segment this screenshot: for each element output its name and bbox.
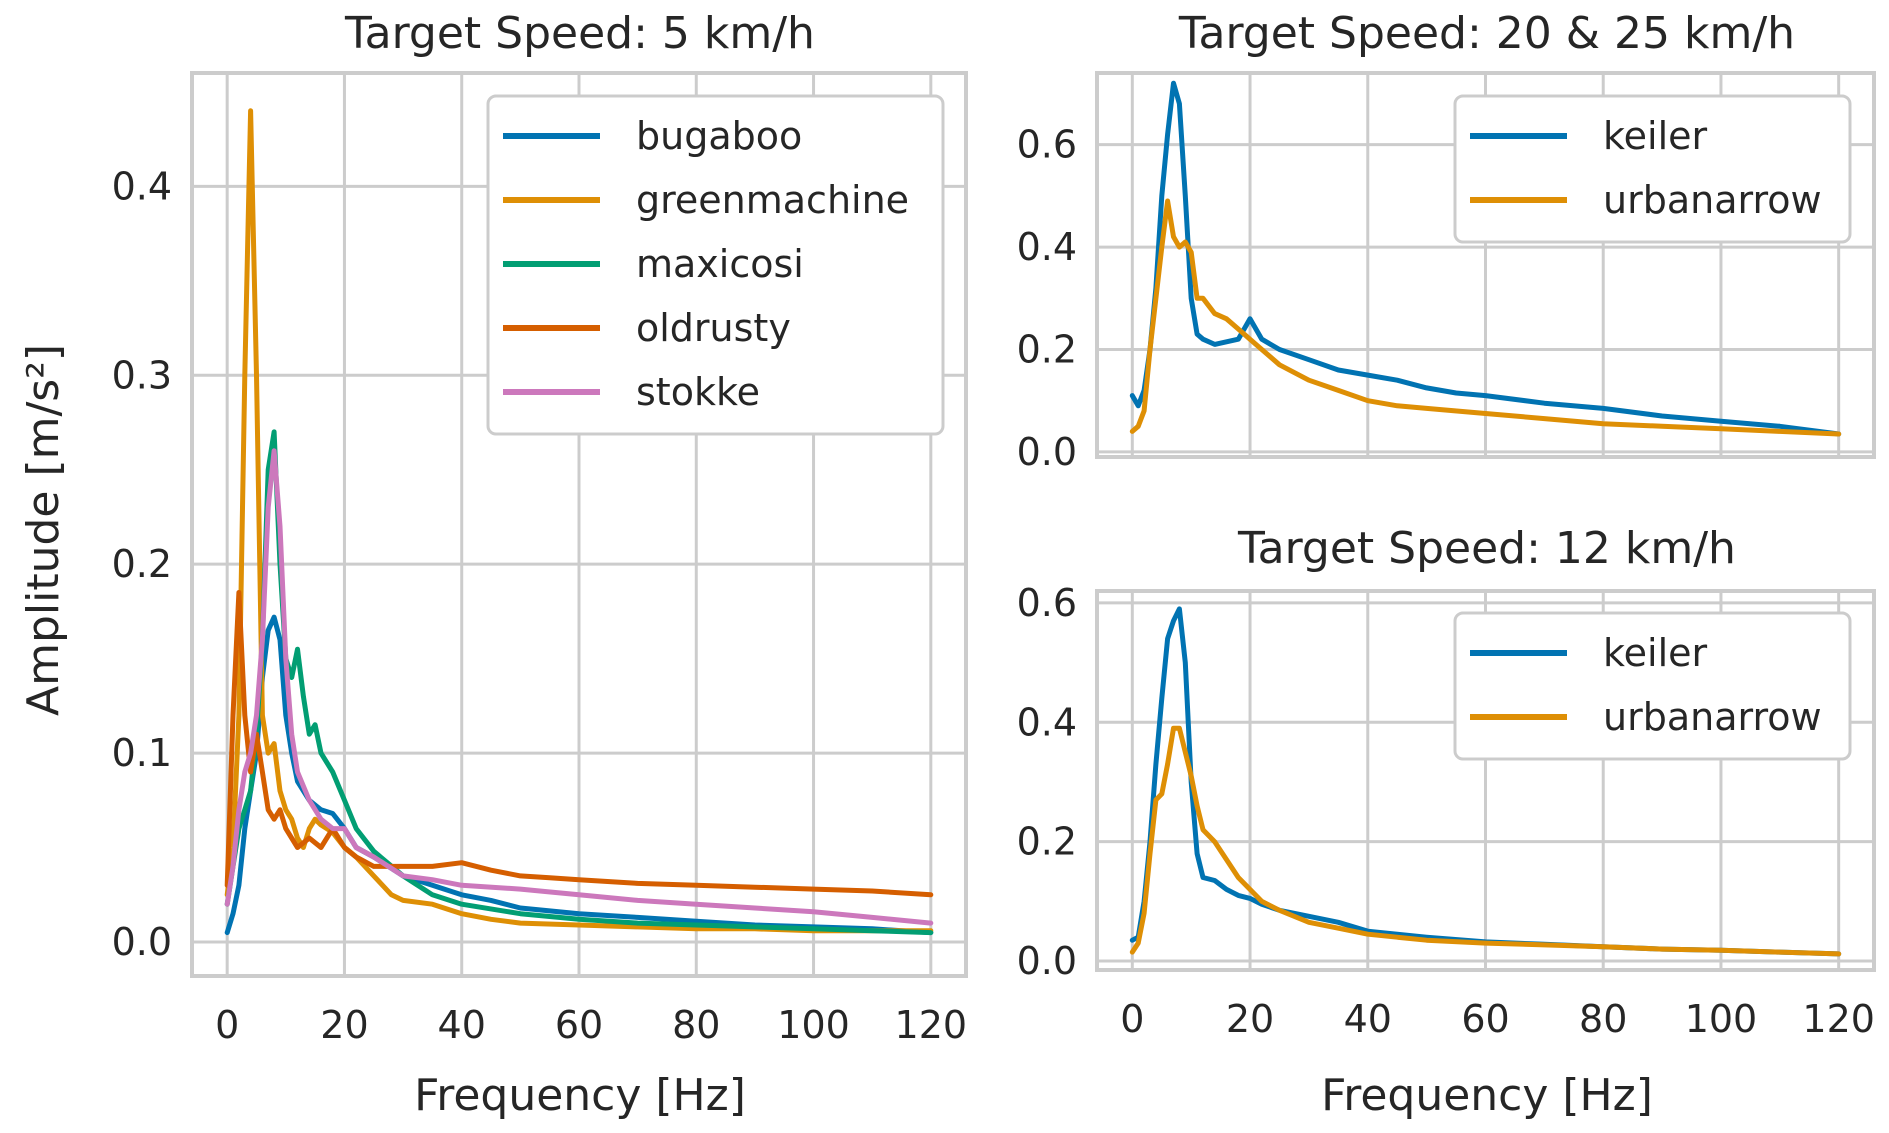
x-tick-label: 80 [672,1003,720,1047]
x-tick-label: 120 [1802,997,1875,1041]
panel-speed-5: Target Speed: 5 km/h Amplitude [m/s²] Fr… [18,8,968,1121]
x-axis-label: Frequency [Hz] [414,1070,746,1121]
plot-frame [1095,71,1876,459]
y-tick-label: 0.3 [112,353,172,397]
x-tick-label: 120 [895,1003,968,1047]
legend-label: urbanarrow [1603,695,1822,739]
y-tick-label: 0.0 [1017,430,1077,474]
y-tick-label: 0.4 [1017,225,1077,269]
y-tick-label: 0.0 [1017,939,1077,983]
panel-title: Target Speed: 12 km/h [1237,523,1736,574]
legend-label: maxicosi [636,242,804,286]
legend-box [1453,94,1852,244]
x-tick-label: 0 [215,1003,239,1047]
x-tick-label: 80 [1579,997,1627,1041]
y-tick-label: 0.4 [1017,700,1077,744]
legend-box [486,94,945,436]
x-tick-label: 60 [555,1003,603,1047]
series-line-oldrusty [224,590,934,898]
series-line-keiler [1129,80,1842,437]
series-line-stokke [224,448,934,926]
legend-label: urbanarrow [1603,178,1822,222]
legend-label: oldrusty [636,306,791,350]
x-tick-label: 60 [1461,997,1509,1041]
x-tick-label: 40 [438,1003,486,1047]
y-tick-label: 0.1 [112,731,172,775]
y-axis-label: Amplitude [m/s²] [18,344,69,716]
panel-speed-20-25: Target Speed: 20 & 25 km/h 0.00.20.40.6 … [1017,8,1876,474]
legend-label: stokke [636,370,760,414]
x-tick-label: 20 [320,1003,368,1047]
x-tick-label: 40 [1344,997,1392,1041]
panel-speed-12: Target Speed: 12 km/h Frequency [Hz] 0 20… [1017,523,1876,1121]
legend-label: keiler [1603,631,1708,675]
x-tick-label: 20 [1226,997,1274,1041]
x-tick-label: 100 [1685,997,1758,1041]
y-tick-label: 0.4 [112,164,172,208]
x-tick-label: 100 [777,1003,850,1047]
y-tick-label: 0.2 [1017,327,1077,371]
plot-frame [190,71,968,978]
legend-label: greenmachine [636,178,909,222]
y-tick-label: 0.0 [112,920,172,964]
panel-title: Target Speed: 20 & 25 km/h [1178,8,1795,59]
legend-label: keiler [1603,114,1708,158]
x-tick-label: 0 [1120,997,1144,1041]
series-line-urbanarrow [1129,198,1842,437]
legend-label: bugaboo [636,114,802,158]
series-line-urbanarrow [1129,725,1842,957]
panel-title: Target Speed: 5 km/h [344,8,815,59]
y-tick-label: 0.6 [1017,123,1077,167]
legend-box [1453,611,1852,761]
y-tick-label: 0.6 [1017,581,1077,625]
series-line-greenmachine [224,108,934,934]
y-tick-label: 0.2 [1017,820,1077,864]
y-tick-label: 0.2 [112,542,172,586]
x-axis-label: Frequency [Hz] [1321,1070,1653,1121]
plot-frame [1095,589,1876,972]
